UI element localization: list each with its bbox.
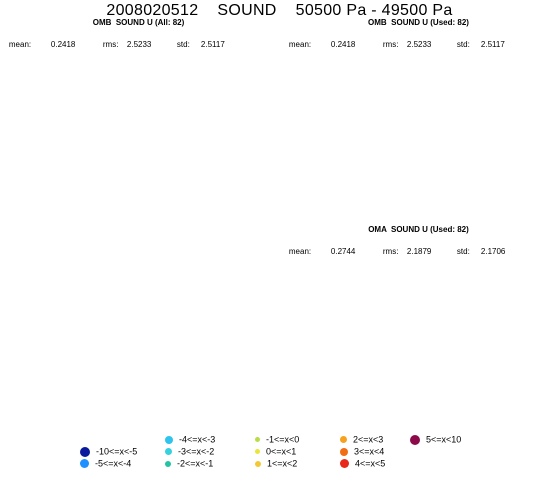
std-label: std: — [176, 40, 190, 49]
legend-item: 3<=x<4 — [340, 446, 384, 457]
legend-marker — [165, 448, 172, 456]
mean-label: mean: — [8, 40, 32, 49]
legend-item: -3<=x<-2 — [165, 446, 214, 457]
panel-stats: mean: 0.2744 rms: 2.1879 std: 2.1706 — [280, 238, 505, 265]
panel-title: OMA SOUND U (Used: 82) — [368, 225, 469, 234]
legend-marker — [410, 434, 420, 445]
legend-marker — [80, 446, 90, 457]
station-map: 50°N50°N45°N45°N40°N40°N35°N35°N30°N30°N… — [0, 18, 277, 223]
std-value: 2.1706 — [480, 247, 506, 256]
legend-label: -2<=x<-1 — [177, 458, 214, 469]
std-value: 2.5117 — [480, 40, 505, 49]
legend-label: 4<=x<5 — [355, 458, 386, 469]
std-value: 2.5117 — [200, 40, 225, 49]
legend-label: -10<=x<-5 — [96, 446, 138, 457]
legend-item: 4<=x<5 — [340, 458, 385, 469]
legend-item: -2<=x<-1 — [165, 458, 213, 469]
legend-label: -4<=x<-3 — [179, 434, 216, 445]
rms-label: rms: — [382, 247, 399, 256]
legend-label: 0<=x<1 — [266, 446, 297, 457]
legend-marker — [255, 460, 261, 467]
mean-value: 0.2418 — [330, 40, 356, 49]
legend-marker — [80, 459, 89, 469]
mean-label: mean: — [288, 247, 312, 256]
legend-marker — [340, 447, 348, 456]
panel-omb-used: OMB SOUND U (Used: 82) mean: 0.2418 rms: 2.… — [280, 18, 557, 223]
rms-value: 2.1879 — [406, 247, 432, 256]
mean-value: 0.2744 — [330, 247, 356, 256]
legend-item: -4<=x<-3 — [165, 434, 215, 445]
panel-stats: mean: 0.2418 rms: 2.5233 std: 2.5117 — [0, 31, 225, 58]
mean-label: mean: — [288, 40, 312, 49]
legend-item: -5<=x<-4 — [80, 458, 131, 469]
panel-title: OMB SOUND U (All: 82) — [92, 18, 185, 27]
legend-item: 5<=x<10 — [410, 434, 461, 445]
rms-value: 2.5233 — [126, 40, 152, 49]
legend-marker — [340, 459, 349, 469]
rms-label: rms: — [102, 40, 119, 49]
std-label: std: — [456, 247, 470, 256]
legend-label: 5<=x<10 — [426, 434, 462, 445]
legend-marker — [255, 437, 260, 443]
legend-label: 3<=x<4 — [354, 446, 385, 457]
panel-title: OMB SOUND U (Used: 82) — [368, 18, 469, 27]
legend-marker — [255, 449, 260, 455]
legend-marker — [165, 460, 171, 467]
panel-stats: mean: 0.2418 rms: 2.5233 std: 2.5117 — [280, 31, 505, 58]
legend-item: -1<=x<0 — [255, 434, 299, 445]
std-label: std: — [456, 40, 470, 49]
panel-omb-all: OMB SOUND U (All: 82) mean: 0.2418 rms: 2.5… — [0, 18, 277, 223]
legend-label: -1<=x<0 — [266, 434, 300, 445]
legend: -10<=x<-5 -5<=x<-4 -4<=x<-3 -3<=x<-2 -2<… — [80, 432, 500, 472]
rms-label: rms: — [382, 40, 399, 49]
panel-oma-used: OMA SOUND U (Used: 82) mean: 0.2744 rms: 2.… — [280, 225, 557, 430]
legend-label: -5<=x<-4 — [95, 458, 132, 469]
legend-label: -3<=x<-2 — [178, 446, 215, 457]
mean-value: 0.2418 — [50, 40, 76, 49]
legend-item: 2<=x<3 — [340, 434, 383, 445]
legend-item: 0<=x<1 — [255, 446, 296, 457]
figure-title: 2008020512 SOUND 50500 Pa - 49500 Pa — [106, 2, 453, 19]
legend-item: 1<=x<2 — [255, 458, 297, 469]
legend-label: 1<=x<2 — [267, 458, 298, 469]
legend-marker — [165, 435, 173, 444]
legend-label: 2<=x<3 — [353, 434, 384, 445]
legend-marker — [340, 436, 347, 444]
legend-item: -10<=x<-5 — [80, 446, 137, 457]
station-map: 50°N50°N45°N45°N40°N40°N35°N35°N30°N30°N… — [280, 225, 557, 430]
rms-value: 2.5233 — [406, 40, 432, 49]
station-map: 50°N50°N45°N45°N40°N40°N35°N35°N30°N30°N… — [280, 18, 557, 223]
